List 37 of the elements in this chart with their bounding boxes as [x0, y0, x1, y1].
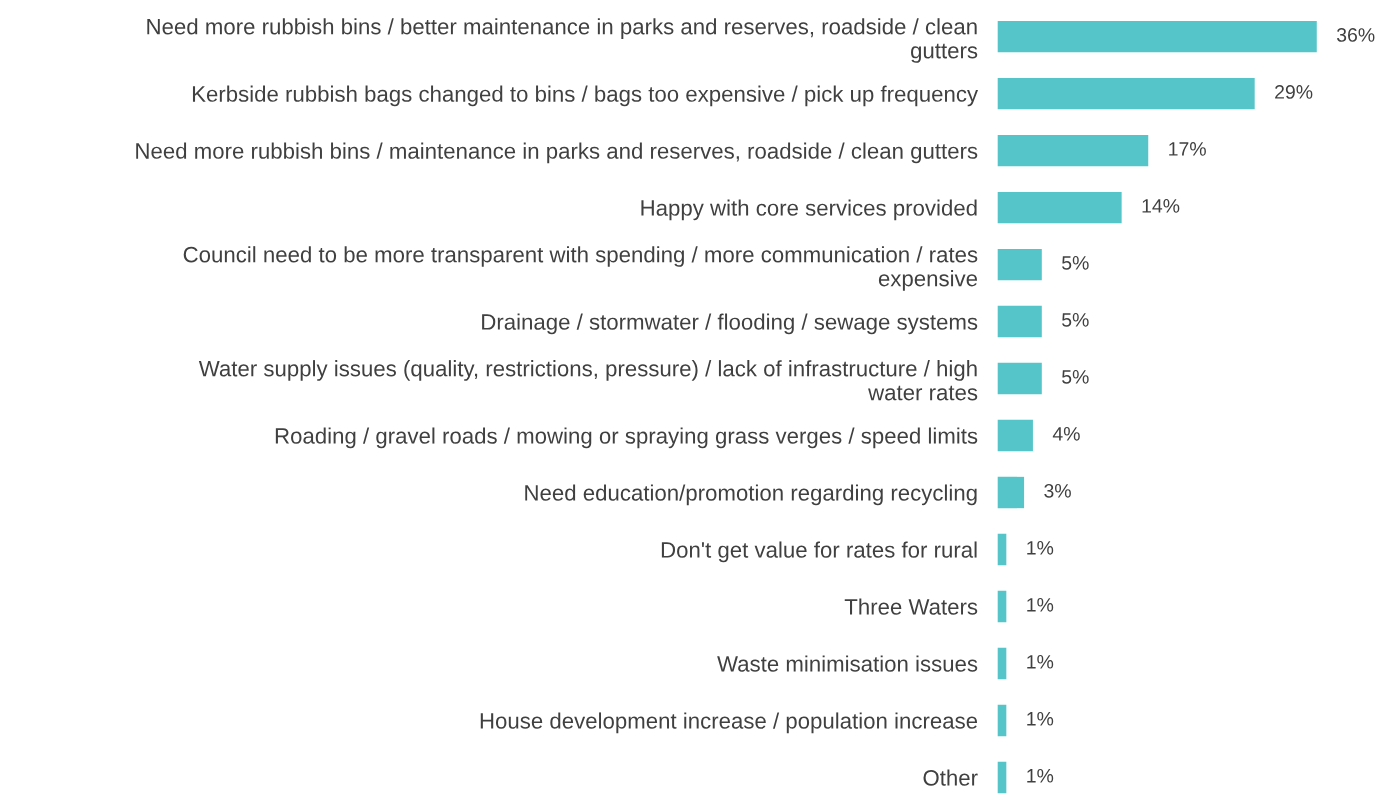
- y-tick-label: Need more rubbish bins / better maintenance in parks and reserves, roadside / clean gutters: [147, 18, 978, 63]
- y-tick-label: Waste minimisation issues: [717, 655, 978, 672]
- data-label: 5%: [1062, 256, 1089, 270]
- bar: [997, 476, 1025, 509]
- bar: [997, 191, 1122, 224]
- data-label: 1%: [1027, 712, 1054, 726]
- bar: [997, 362, 1042, 395]
- data-label: 14%: [1142, 199, 1180, 213]
- y-tick-label: Roading / gravel roads / mowing or spraying grass verges / speed limits: [275, 427, 978, 449]
- data-label: 36%: [1336, 28, 1375, 42]
- bar: [997, 305, 1042, 338]
- bar: [997, 20, 1317, 53]
- data-label: 1%: [1027, 541, 1054, 555]
- y-tick-label: Other: [923, 769, 978, 786]
- y-tick-label: Need education/promotion regarding recycling: [525, 484, 977, 506]
- data-label: 29%: [1275, 85, 1313, 99]
- y-tick-label: Kerbside rubbish bags changed to bins / bags too expensive / pick up frequency: [192, 85, 979, 107]
- bar: [997, 248, 1042, 281]
- data-label: 1%: [1027, 768, 1054, 783]
- data-label: 1%: [1027, 655, 1054, 669]
- data-label: 17%: [1169, 142, 1206, 156]
- data-label: 1%: [1027, 598, 1054, 612]
- y-tick-label: Drainage / stormwater / flooding / sewage systems: [482, 313, 978, 335]
- bar: [997, 77, 1255, 110]
- y-tick-label: Water supply issues (quality, restrictions, pressure) / lack of infrastructure / high water rates: [198, 360, 978, 401]
- y-tick-label: Council need to be more transparent with spending / more communication / rates expensive: [183, 246, 978, 291]
- bar: [997, 134, 1149, 167]
- y-tick-label: Don't get value for rates for rural: [661, 541, 977, 563]
- y-tick-label: Need more rubbish bins / maintenance in parks and reserves, roadside / clean gutters: [136, 142, 978, 164]
- data-label: 5%: [1062, 370, 1089, 384]
- data-label: 3%: [1044, 483, 1071, 498]
- y-tick-label: House development increase / population increase: [480, 712, 978, 734]
- data-label: 5%: [1062, 313, 1089, 327]
- y-tick-label: Three Waters: [844, 598, 978, 615]
- bar: [997, 419, 1033, 452]
- y-tick-label: Happy with core services provided: [641, 199, 977, 221]
- data-label: 4%: [1052, 427, 1080, 441]
